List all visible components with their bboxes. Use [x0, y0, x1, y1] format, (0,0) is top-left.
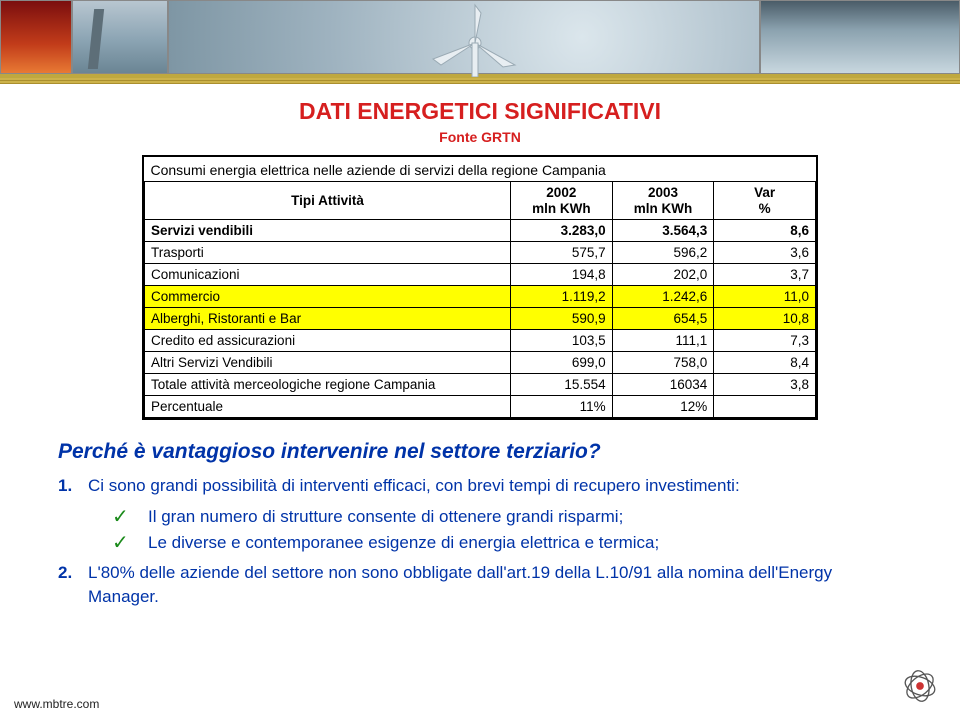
bullet-number: 1. — [58, 474, 88, 499]
data-table-wrap: Consumi energia elettrica nelle aziende … — [142, 155, 818, 420]
row-val-2003: 12% — [612, 396, 714, 418]
row-val-2003: 3.564,3 — [612, 220, 714, 242]
banner-image-dam — [760, 0, 960, 74]
check-icon: ✓ — [112, 533, 148, 553]
row-val-var: 8,6 — [714, 220, 816, 242]
table-header-2002: 2002 mln KWh — [511, 182, 613, 220]
bullet-text: L'80% delle aziende del settore non sono… — [88, 561, 902, 610]
row-label: Servizi vendibili — [145, 220, 511, 242]
row-val-var: 7,3 — [714, 330, 816, 352]
row-val-2002: 11% — [511, 396, 613, 418]
bullet-item: 1.Ci sono grandi possibilità di interven… — [58, 474, 902, 499]
check-icon: ✓ — [112, 507, 148, 527]
bullet-item: 2.L'80% delle aziende del settore non so… — [58, 561, 902, 610]
row-val-2003: 202,0 — [612, 264, 714, 286]
row-val-var: 8,4 — [714, 352, 816, 374]
table-header-2003: 2003 mln KWh — [612, 182, 714, 220]
bullet-text: Ci sono grandi possibilità di interventi… — [88, 474, 902, 499]
table-caption-row: Consumi energia elettrica nelle aziende … — [145, 157, 816, 182]
row-val-2002: 575,7 — [511, 242, 613, 264]
slide-subtitle: Fonte GRTN — [58, 129, 902, 145]
header-banner — [0, 0, 960, 78]
table-row: Comunicazioni194,8202,03,7 — [145, 264, 816, 286]
row-val-2003: 596,2 — [612, 242, 714, 264]
data-table: Consumi energia elettrica nelle aziende … — [144, 157, 816, 418]
row-label: Trasporti — [145, 242, 511, 264]
table-row: Commercio1.119,21.242,611,0 — [145, 286, 816, 308]
row-val-var: 3,6 — [714, 242, 816, 264]
row-val-2002: 699,0 — [511, 352, 613, 374]
sub-bullet: ✓Il gran numero di strutture consente di… — [112, 507, 902, 527]
row-val-2003: 654,5 — [612, 308, 714, 330]
row-val-var: 10,8 — [714, 308, 816, 330]
row-val-2003: 758,0 — [612, 352, 714, 374]
row-val-2002: 103,5 — [511, 330, 613, 352]
question-heading: Perché è vantaggioso intervenire nel set… — [58, 440, 902, 464]
row-label: Alberghi, Ristoranti e Bar — [145, 308, 511, 330]
table-row: Totale attività merceologiche regione Ca… — [145, 374, 816, 396]
banner-image-wind — [72, 0, 168, 74]
row-label: Percentuale — [145, 396, 511, 418]
row-label: Comunicazioni — [145, 264, 511, 286]
row-label: Altri Servizi Vendibili — [145, 352, 511, 374]
table-caption: Consumi energia elettrica nelle aziende … — [145, 157, 816, 182]
row-label: Credito ed assicurazioni — [145, 330, 511, 352]
table-header-row: Tipi Attività 2002 mln KWh 2003 mln KWh … — [145, 182, 816, 220]
row-val-2003: 16034 — [612, 374, 714, 396]
footer-url: www.mbtre.com — [14, 697, 99, 711]
table-row: Altri Servizi Vendibili699,0758,08,4 — [145, 352, 816, 374]
table-row: Servizi vendibili3.283,03.564,38,6 — [145, 220, 816, 242]
table-header-var: Var % — [714, 182, 816, 220]
row-val-var — [714, 396, 816, 418]
bullet-number: 2. — [58, 561, 88, 610]
row-val-2003: 111,1 — [612, 330, 714, 352]
sub-bullet-text: Il gran numero di strutture consente di … — [148, 507, 902, 527]
sub-bullet: ✓Le diverse e contemporanee esigenze di … — [112, 533, 902, 553]
table-row: Percentuale11%12% — [145, 396, 816, 418]
row-val-2002: 1.119,2 — [511, 286, 613, 308]
row-val-2003: 1.242,6 — [612, 286, 714, 308]
row-val-2002: 194,8 — [511, 264, 613, 286]
slide-title: DATI ENERGETICI SIGNIFICATIVI — [58, 98, 902, 125]
table-row: Credito ed assicurazioni103,5111,17,3 — [145, 330, 816, 352]
row-val-var: 11,0 — [714, 286, 816, 308]
row-val-2002: 590,9 — [511, 308, 613, 330]
table-row: Alberghi, Ristoranti e Bar590,9654,510,8 — [145, 308, 816, 330]
row-label: Commercio — [145, 286, 511, 308]
row-val-2002: 3.283,0 — [511, 220, 613, 242]
row-val-2002: 15.554 — [511, 374, 613, 396]
table-header-activity: Tipi Attività — [145, 182, 511, 220]
row-label: Totale attività merceologiche regione Ca… — [145, 374, 511, 396]
banner-image-plant — [0, 0, 72, 74]
sub-bullet-text: Le diverse e contemporanee esigenze di e… — [148, 533, 902, 553]
footer-logo — [898, 664, 942, 713]
banner-image-turbine — [168, 0, 760, 74]
table-row: Trasporti575,7596,23,6 — [145, 242, 816, 264]
row-val-var: 3,8 — [714, 374, 816, 396]
row-val-var: 3,7 — [714, 264, 816, 286]
slide-body: DATI ENERGETICI SIGNIFICATIVI Fonte GRTN… — [0, 84, 960, 610]
